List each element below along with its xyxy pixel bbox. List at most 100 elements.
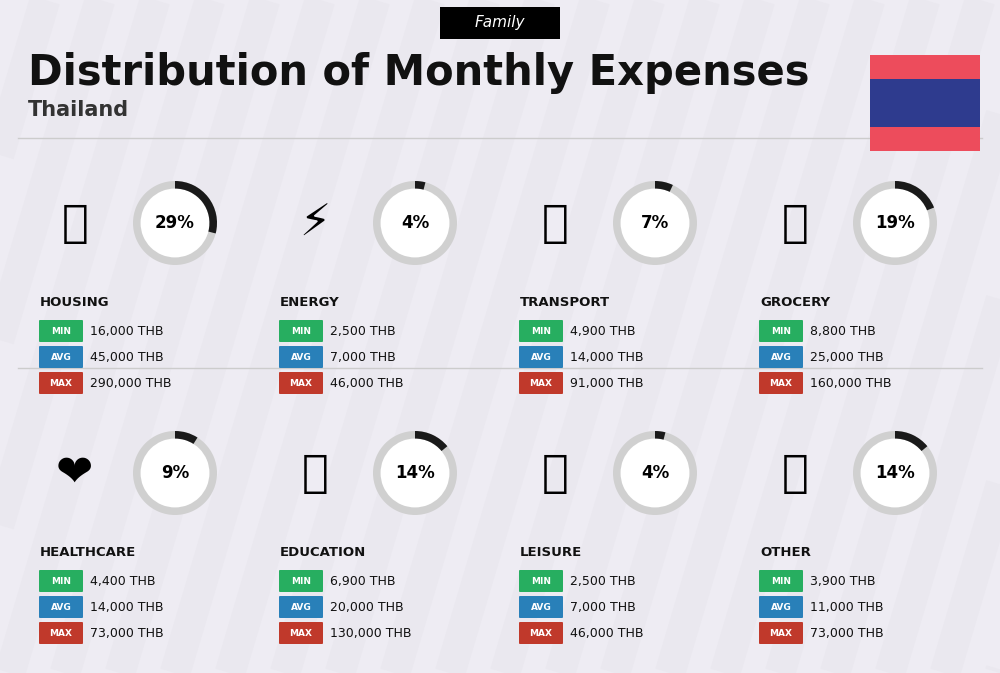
FancyBboxPatch shape <box>759 372 803 394</box>
Text: GROCERY: GROCERY <box>760 297 830 310</box>
Wedge shape <box>655 431 665 439</box>
Text: MAX: MAX <box>50 378 72 388</box>
Text: 9%: 9% <box>161 464 189 482</box>
Text: AVG: AVG <box>531 353 551 361</box>
FancyBboxPatch shape <box>279 372 323 394</box>
Text: 46,000 THB: 46,000 THB <box>330 376 404 390</box>
FancyBboxPatch shape <box>279 320 323 342</box>
Text: 16,000 THB: 16,000 THB <box>90 324 164 337</box>
Text: 🛒: 🛒 <box>782 201 808 244</box>
Wedge shape <box>895 431 927 451</box>
Text: 4,900 THB: 4,900 THB <box>570 324 636 337</box>
FancyBboxPatch shape <box>39 622 83 644</box>
Wedge shape <box>613 431 697 515</box>
Text: MIN: MIN <box>291 326 311 336</box>
Circle shape <box>381 439 449 507</box>
FancyBboxPatch shape <box>519 596 563 618</box>
FancyBboxPatch shape <box>519 372 563 394</box>
Text: AVG: AVG <box>291 602 311 612</box>
Text: AVG: AVG <box>51 602 71 612</box>
Text: 14%: 14% <box>395 464 435 482</box>
Text: 🚌: 🚌 <box>542 201 568 244</box>
Wedge shape <box>373 431 457 515</box>
FancyBboxPatch shape <box>870 127 980 151</box>
Wedge shape <box>655 181 673 192</box>
Text: MIN: MIN <box>771 577 791 586</box>
Wedge shape <box>373 181 457 265</box>
Text: LEISURE: LEISURE <box>520 546 582 559</box>
Text: 91,000 THB: 91,000 THB <box>570 376 644 390</box>
Circle shape <box>861 188 929 258</box>
FancyBboxPatch shape <box>279 622 323 644</box>
Text: 4%: 4% <box>641 464 669 482</box>
FancyBboxPatch shape <box>279 570 323 592</box>
FancyBboxPatch shape <box>39 570 83 592</box>
FancyBboxPatch shape <box>759 346 803 368</box>
Text: AVG: AVG <box>291 353 311 361</box>
Text: MIN: MIN <box>771 326 791 336</box>
Wedge shape <box>175 431 198 444</box>
Text: 4,400 THB: 4,400 THB <box>90 575 156 588</box>
Circle shape <box>621 188 689 258</box>
Text: ENERGY: ENERGY <box>280 297 340 310</box>
Text: MAX: MAX <box>530 629 552 637</box>
Text: 3,900 THB: 3,900 THB <box>810 575 876 588</box>
FancyBboxPatch shape <box>870 55 980 79</box>
Wedge shape <box>133 431 217 515</box>
Wedge shape <box>853 431 937 515</box>
Text: OTHER: OTHER <box>760 546 811 559</box>
Text: 7%: 7% <box>641 214 669 232</box>
Text: 130,000 THB: 130,000 THB <box>330 627 412 639</box>
FancyBboxPatch shape <box>39 372 83 394</box>
Text: 8,800 THB: 8,800 THB <box>810 324 876 337</box>
Circle shape <box>141 188 209 258</box>
Text: 25,000 THB: 25,000 THB <box>810 351 884 363</box>
Text: MIN: MIN <box>531 577 551 586</box>
Text: 11,000 THB: 11,000 THB <box>810 600 884 614</box>
FancyBboxPatch shape <box>519 622 563 644</box>
Text: Distribution of Monthly Expenses: Distribution of Monthly Expenses <box>28 52 810 94</box>
Text: HEALTHCARE: HEALTHCARE <box>40 546 136 559</box>
Text: 29%: 29% <box>155 214 195 232</box>
Text: 🏗: 🏗 <box>62 201 88 244</box>
FancyBboxPatch shape <box>519 570 563 592</box>
Text: 7,000 THB: 7,000 THB <box>330 351 396 363</box>
Circle shape <box>141 439 209 507</box>
Text: 46,000 THB: 46,000 THB <box>570 627 644 639</box>
Text: AVG: AVG <box>771 602 791 612</box>
Text: 160,000 THB: 160,000 THB <box>810 376 892 390</box>
Text: 73,000 THB: 73,000 THB <box>90 627 164 639</box>
FancyBboxPatch shape <box>759 570 803 592</box>
Text: EDUCATION: EDUCATION <box>280 546 366 559</box>
Text: 🎓: 🎓 <box>302 452 328 495</box>
Text: TRANSPORT: TRANSPORT <box>520 297 610 310</box>
Text: ❤️: ❤️ <box>56 452 94 495</box>
FancyBboxPatch shape <box>519 346 563 368</box>
Text: Thailand: Thailand <box>28 100 129 120</box>
Text: MAX: MAX <box>290 629 312 637</box>
Text: 2,500 THB: 2,500 THB <box>330 324 396 337</box>
Text: 2,500 THB: 2,500 THB <box>570 575 636 588</box>
FancyBboxPatch shape <box>440 7 560 39</box>
Text: 6,900 THB: 6,900 THB <box>330 575 396 588</box>
Text: 14,000 THB: 14,000 THB <box>570 351 644 363</box>
Text: 19%: 19% <box>875 214 915 232</box>
Text: MIN: MIN <box>51 326 71 336</box>
Text: HOUSING: HOUSING <box>40 297 110 310</box>
FancyBboxPatch shape <box>279 346 323 368</box>
FancyBboxPatch shape <box>39 596 83 618</box>
Wedge shape <box>613 181 697 265</box>
Text: 20,000 THB: 20,000 THB <box>330 600 404 614</box>
FancyBboxPatch shape <box>519 320 563 342</box>
Text: AVG: AVG <box>771 353 791 361</box>
FancyBboxPatch shape <box>759 320 803 342</box>
Text: 290,000 THB: 290,000 THB <box>90 376 172 390</box>
Text: MAX: MAX <box>290 378 312 388</box>
Text: 💰: 💰 <box>782 452 808 495</box>
Text: MAX: MAX <box>770 629 792 637</box>
Text: AVG: AVG <box>51 353 71 361</box>
Wedge shape <box>415 431 447 451</box>
FancyBboxPatch shape <box>279 596 323 618</box>
Wedge shape <box>895 181 934 211</box>
Text: 73,000 THB: 73,000 THB <box>810 627 884 639</box>
